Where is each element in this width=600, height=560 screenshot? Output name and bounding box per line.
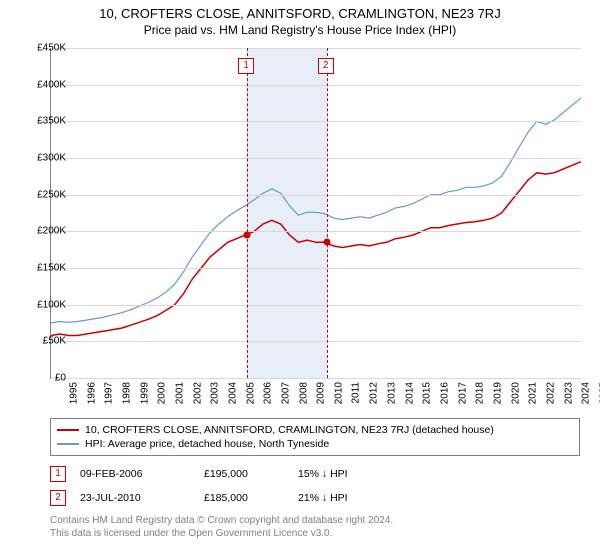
x-axis-label: 2000: [157, 382, 168, 404]
x-axis-label: 2005: [245, 382, 256, 404]
gridline: [51, 195, 581, 196]
y-axis-label: £200K: [37, 226, 66, 237]
sale-marker: [244, 232, 251, 239]
x-axis-label: 2008: [298, 382, 309, 404]
x-axis-label: 1996: [86, 382, 97, 404]
legend: 10, CROFTERS CLOSE, ANNITSFORD, CRAMLING…: [50, 418, 580, 456]
x-axis-label: 2020: [510, 382, 521, 404]
chart-subtitle: Price paid vs. HM Land Registry's House …: [0, 21, 600, 41]
tx-price: £185,000: [204, 492, 284, 504]
x-axis-label: 2002: [192, 382, 203, 404]
tx-price: £195,000: [204, 468, 284, 480]
x-axis-label: 2016: [439, 382, 450, 404]
y-axis-label: £250K: [37, 189, 66, 200]
series-hpi: [51, 98, 581, 323]
legend-label: HPI: Average price, detached house, Nort…: [85, 438, 329, 450]
y-axis-label: £400K: [37, 79, 66, 90]
transactions-table: 1 09-FEB-2006 £195,000 15% ↓ HPI 2 23-JU…: [50, 462, 580, 510]
legend-label: 10, CROFTERS CLOSE, ANNITSFORD, CRAMLING…: [85, 424, 494, 436]
x-axis-label: 2009: [316, 382, 327, 404]
callout-box: 1: [238, 58, 254, 74]
x-axis-label: 2007: [280, 382, 291, 404]
x-axis-label: 2017: [457, 382, 468, 404]
x-axis-label: 2019: [492, 382, 503, 404]
footer-line: Contains HM Land Registry data © Crown c…: [50, 514, 393, 527]
gridline: [51, 121, 581, 122]
line-layer: [51, 48, 581, 378]
x-axis-label: 2012: [369, 382, 380, 404]
x-axis-label: 2003: [210, 382, 221, 404]
chart-title: 10, CROFTERS CLOSE, ANNITSFORD, CRAMLING…: [0, 0, 600, 21]
x-axis-label: 2004: [227, 382, 238, 404]
x-axis-label: 2022: [545, 382, 556, 404]
x-axis-label: 1995: [68, 382, 79, 404]
x-axis-label: 1998: [121, 382, 132, 404]
gridline: [51, 305, 581, 306]
legend-item-hpi: HPI: Average price, detached house, Nort…: [57, 437, 573, 451]
x-axis-label: 2006: [263, 382, 274, 404]
plot-area: [50, 48, 581, 379]
footer-line: This data is licensed under the Open Gov…: [50, 527, 393, 540]
x-axis-label: 2001: [174, 382, 185, 404]
x-axis-label: 2013: [386, 382, 397, 404]
x-axis-label: 2021: [528, 382, 539, 404]
tx-date: 09-FEB-2006: [80, 468, 190, 480]
chart-container: 10, CROFTERS CLOSE, ANNITSFORD, CRAMLING…: [0, 0, 600, 560]
gridline: [51, 48, 581, 49]
attribution-footer: Contains HM Land Registry data © Crown c…: [50, 514, 393, 540]
gridline: [51, 158, 581, 159]
y-axis-label: £450K: [37, 43, 66, 54]
legend-swatch: [57, 443, 79, 445]
y-axis-label: £350K: [37, 116, 66, 127]
x-axis-label: 2024: [581, 382, 592, 404]
gridline: [51, 85, 581, 86]
gridline: [51, 268, 581, 269]
x-axis-label: 1997: [104, 382, 115, 404]
y-axis-label: £50K: [43, 336, 66, 347]
legend-item-property: 10, CROFTERS CLOSE, ANNITSFORD, CRAMLING…: [57, 423, 573, 437]
gridline: [51, 341, 581, 342]
x-axis-label: 2023: [563, 382, 574, 404]
gridline: [51, 231, 581, 232]
x-axis-label: 2014: [404, 382, 415, 404]
tx-diff: 15% ↓ HPI: [298, 468, 378, 480]
y-axis-label: £150K: [37, 263, 66, 274]
sale-marker: [323, 239, 330, 246]
y-axis-label: £300K: [37, 153, 66, 164]
gridline: [51, 378, 581, 379]
callout-line: [247, 48, 248, 378]
tx-date: 23-JUL-2010: [80, 492, 190, 504]
x-axis-label: 2015: [422, 382, 433, 404]
x-axis-label: 2018: [475, 382, 486, 404]
tx-index-box: 1: [50, 466, 66, 482]
x-axis-label: 2011: [350, 382, 361, 404]
y-axis-label: £100K: [37, 299, 66, 310]
x-axis-label: 2010: [333, 382, 344, 404]
callout-line: [327, 48, 328, 378]
legend-swatch: [57, 429, 79, 431]
tx-diff: 21% ↓ HPI: [298, 492, 378, 504]
y-axis-label: £0: [55, 373, 66, 384]
x-axis-label: 1999: [139, 382, 150, 404]
callout-box: 2: [318, 58, 334, 74]
tx-index-box: 2: [50, 490, 66, 506]
table-row: 2 23-JUL-2010 £185,000 21% ↓ HPI: [50, 486, 580, 510]
table-row: 1 09-FEB-2006 £195,000 15% ↓ HPI: [50, 462, 580, 486]
